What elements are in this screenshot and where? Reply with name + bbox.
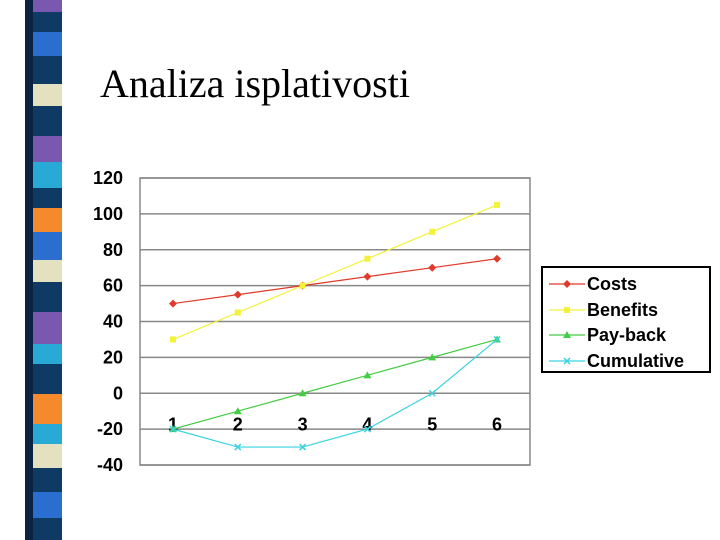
x-tick-label: 5 [427, 414, 437, 434]
legend-item-costs: Costs [549, 272, 709, 296]
stripe-block [32, 260, 62, 282]
data-point-pay-back [233, 407, 242, 415]
y-tick-label: 120 [93, 168, 123, 188]
y-tick-label: 80 [103, 240, 123, 260]
stripe-block [32, 136, 62, 162]
legend-swatch-marker [563, 356, 571, 365]
data-point-costs [428, 263, 437, 272]
legend-item-cumulative: Cumulative [549, 349, 709, 373]
data-point-cumulative [428, 389, 436, 397]
legend-item-pay-back: Pay-back [549, 323, 709, 347]
stripe-block [32, 424, 62, 444]
y-tick-label: -40 [97, 455, 123, 475]
stripe-block [32, 518, 62, 540]
data-point-benefits [429, 228, 436, 235]
x-tick-label: 3 [298, 414, 308, 434]
x-tick-label: 1 [168, 414, 178, 434]
data-point-benefits [234, 309, 241, 316]
data-point-cumulative [493, 335, 501, 343]
x-marker-stroke [363, 425, 371, 433]
data-point-pay-back [428, 353, 437, 361]
decorative-stripe [0, 0, 70, 540]
x-tick-label: 2 [233, 414, 243, 434]
data-point-cumulative [234, 443, 242, 451]
stripe-block [25, 0, 33, 540]
stripe-block [32, 56, 62, 84]
legend-label: Pay-back [587, 325, 667, 345]
x-tick-label: 4 [362, 414, 372, 434]
stripe-block [32, 0, 62, 12]
legend-swatch-marker [564, 306, 570, 313]
data-point-costs [493, 254, 501, 263]
legend-swatch [549, 331, 585, 338]
stripe-block [32, 282, 62, 312]
chart-legend: Costs Benefits Pay-back Cumulative [541, 266, 711, 373]
series-line-pay-back [172, 338, 498, 430]
legend-swatch [549, 280, 585, 288]
data-point-costs [363, 272, 372, 281]
data-point-costs [233, 290, 242, 299]
series-line-benefits [172, 204, 498, 340]
y-tick-label: 100 [93, 204, 123, 224]
y-tick-label: 0 [113, 383, 123, 403]
legend-label: Cumulative [587, 350, 685, 371]
data-point-pay-back [363, 371, 372, 379]
legend-item-benefits: Benefits [549, 298, 709, 322]
data-point-benefits [170, 336, 176, 343]
legend-label: Costs [587, 274, 638, 294]
data-point-costs [169, 299, 177, 308]
stripe-block [32, 364, 62, 394]
stripe-block [32, 188, 62, 208]
stripe-block [32, 106, 62, 136]
x-marker-stroke [169, 425, 177, 433]
x-marker-stroke [428, 389, 436, 397]
data-point-cumulative [299, 443, 307, 451]
x-tick-label: 6 [492, 414, 502, 434]
legend-swatch [549, 356, 585, 365]
x-marker-stroke [493, 335, 501, 343]
stripe-block [32, 394, 62, 424]
stripe-block [32, 468, 62, 492]
stripe-block [32, 162, 62, 188]
y-tick-label: 60 [103, 276, 123, 296]
series-line-cumulative [172, 338, 498, 448]
stripe-block [32, 12, 62, 32]
data-point-cumulative [363, 425, 371, 433]
stripe-block [32, 312, 62, 344]
stripe-block [32, 344, 62, 364]
stripe-block [32, 208, 62, 232]
data-point-cumulative [169, 425, 177, 433]
legend-label: Benefits [587, 299, 659, 320]
stripe-block [32, 32, 62, 56]
data-point-benefits [494, 201, 500, 208]
data-point-benefits [364, 255, 371, 262]
y-tick-label: -20 [97, 419, 123, 439]
data-point-benefits [299, 282, 306, 289]
data-point-pay-back [298, 389, 307, 397]
x-marker-stroke [563, 356, 571, 365]
x-marker-stroke [234, 443, 242, 451]
legend-swatch [549, 306, 585, 313]
line-chart: 120 100 80 60 40 20 0 -20 -40 1 2 3 4 5 6 [93, 168, 531, 475]
legend-swatch-marker [563, 280, 571, 288]
y-tick-label: 20 [103, 347, 123, 367]
series-line-costs [172, 258, 498, 305]
y-tick-label: 40 [103, 312, 123, 332]
stripe-block [32, 492, 62, 518]
slide-title: Analiza isplativosti [100, 61, 410, 106]
stripe-block [32, 232, 62, 260]
stripe-block [32, 84, 62, 106]
x-marker-stroke [299, 443, 307, 451]
stripe-block [32, 444, 62, 468]
legend-swatch-marker [563, 331, 571, 338]
